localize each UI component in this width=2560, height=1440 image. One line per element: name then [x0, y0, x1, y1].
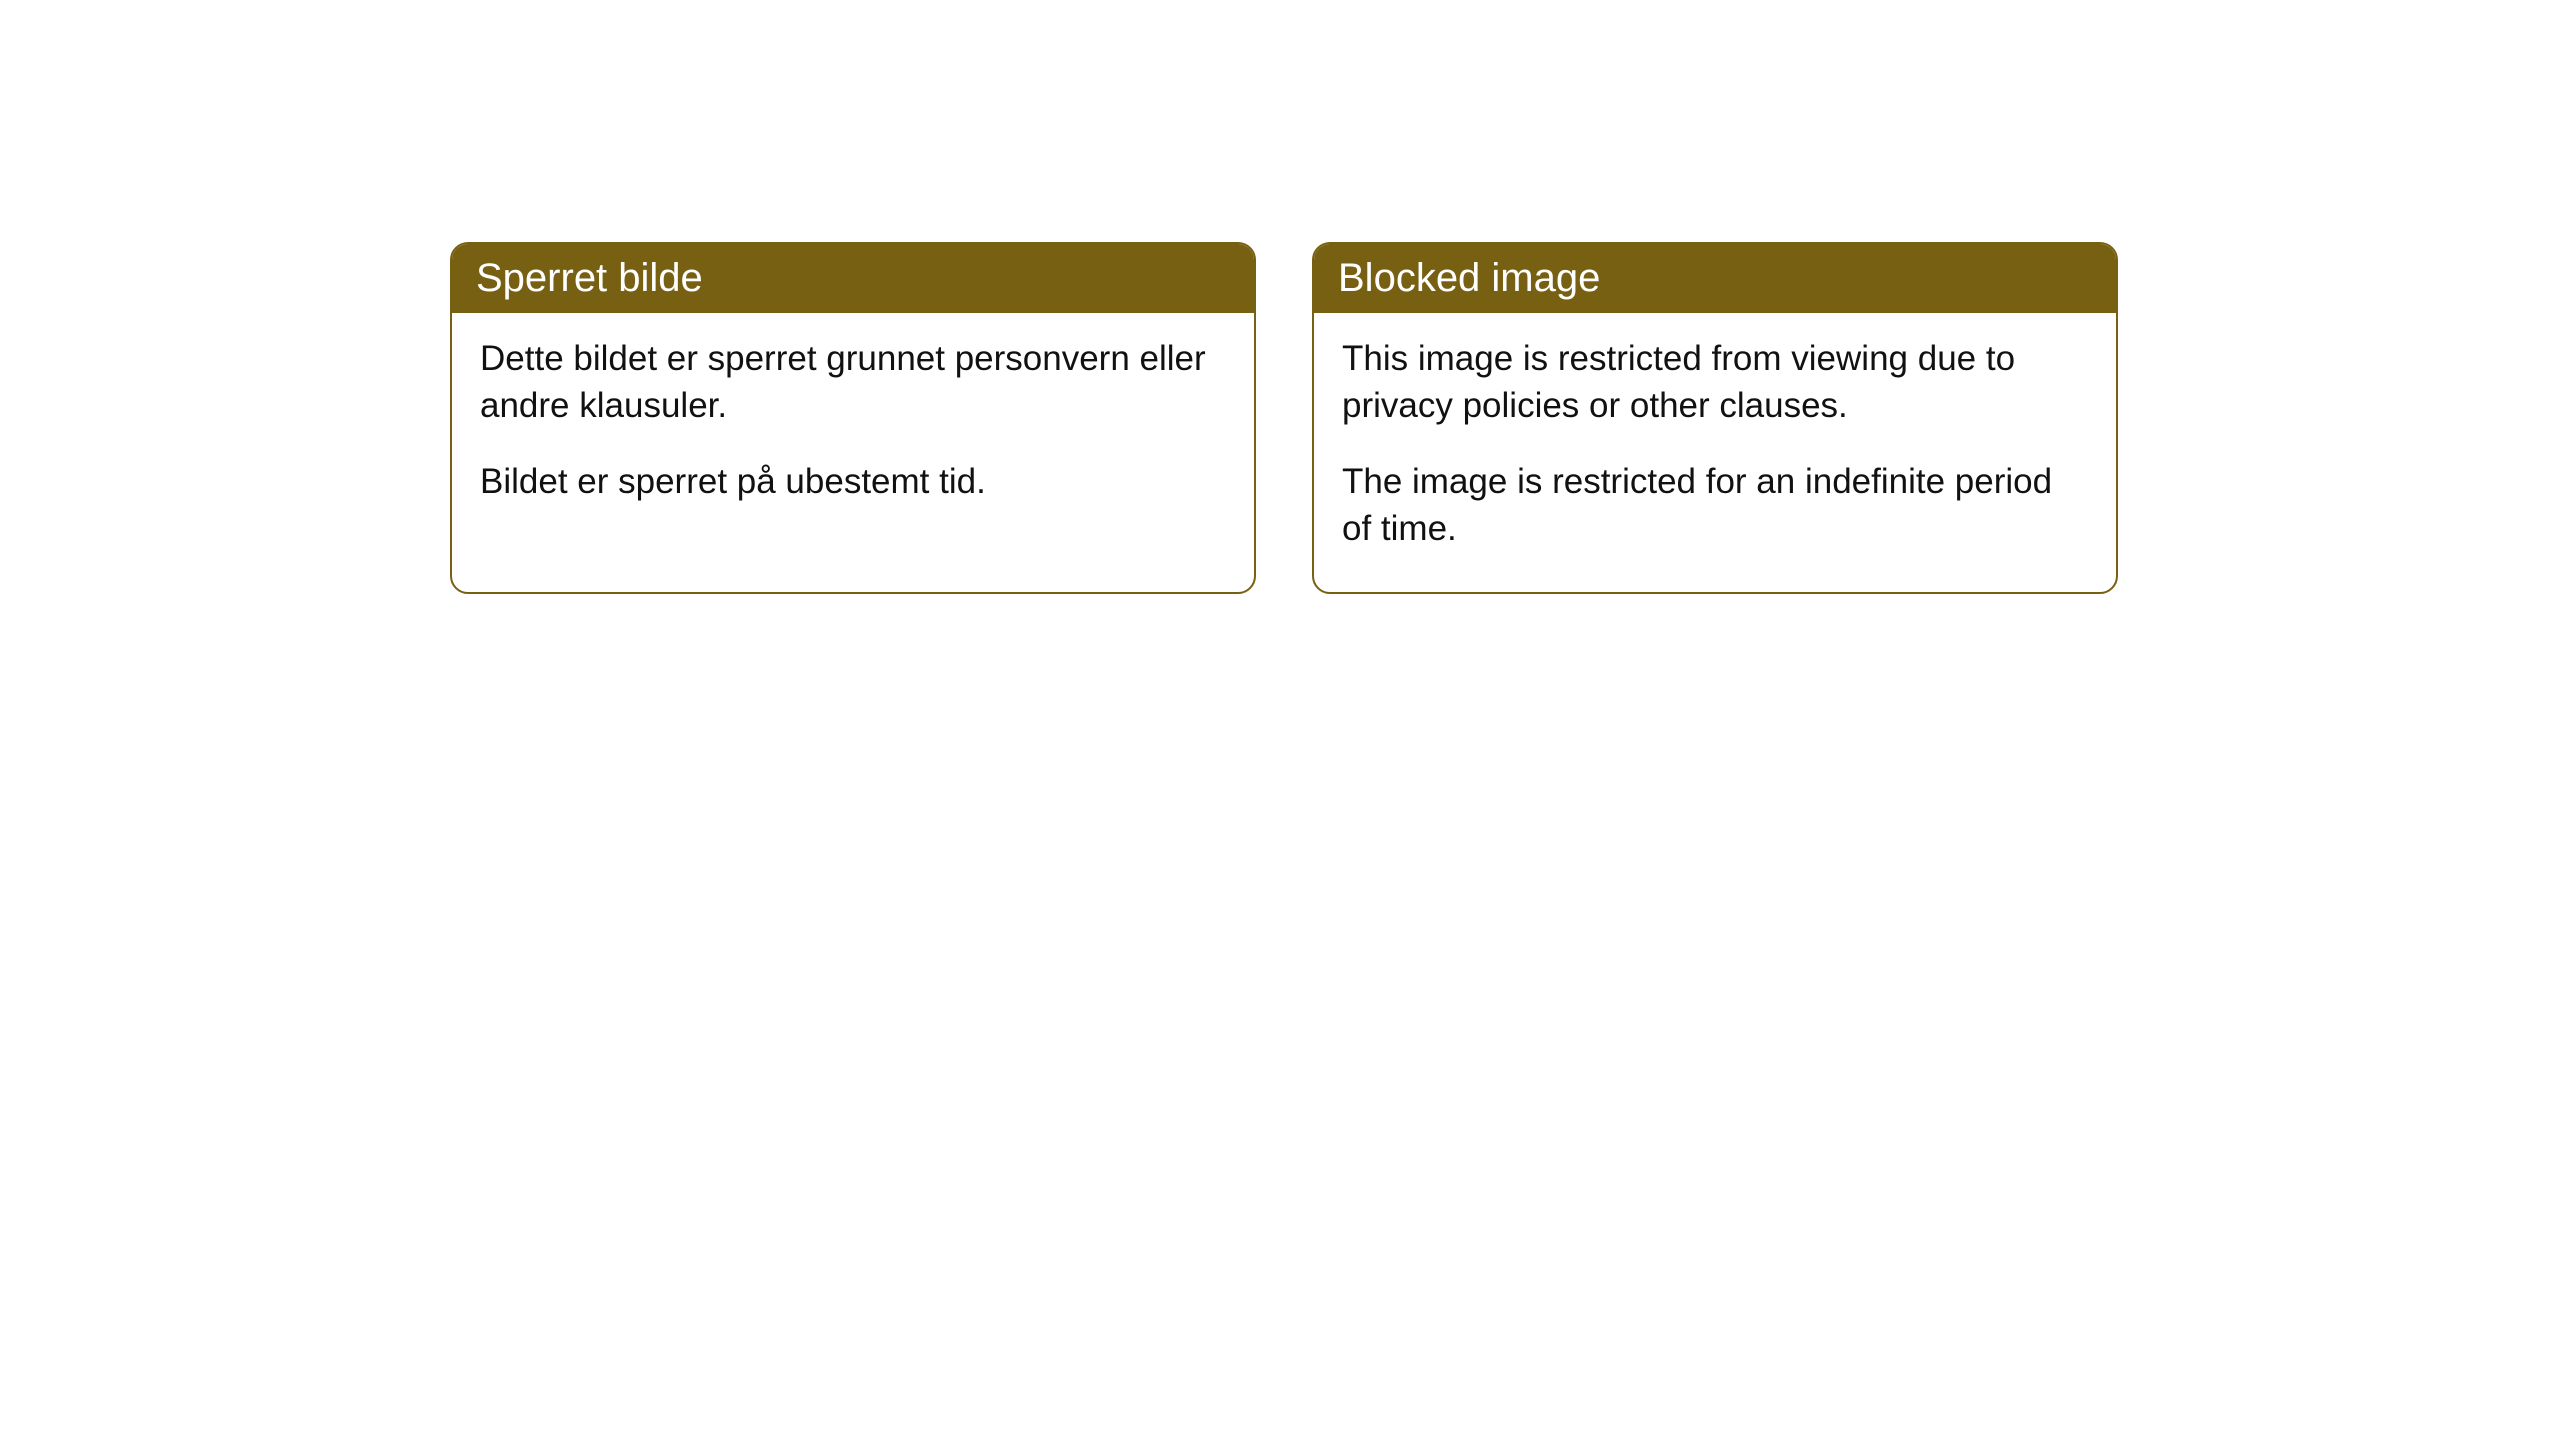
card-english: Blocked image This image is restricted f… — [1312, 242, 2118, 594]
card-body-english: This image is restricted from viewing du… — [1314, 313, 2116, 592]
cards-container: Sperret bilde Dette bildet er sperret gr… — [0, 0, 2560, 594]
card-title: Blocked image — [1338, 256, 1600, 300]
card-paragraph: The image is restricted for an indefinit… — [1342, 458, 2088, 553]
card-paragraph: This image is restricted from viewing du… — [1342, 335, 2088, 430]
card-header-norwegian: Sperret bilde — [452, 244, 1254, 313]
card-norwegian: Sperret bilde Dette bildet er sperret gr… — [450, 242, 1256, 594]
card-paragraph: Bildet er sperret på ubestemt tid. — [480, 458, 1226, 505]
card-header-english: Blocked image — [1314, 244, 2116, 313]
card-title: Sperret bilde — [476, 256, 703, 300]
card-paragraph: Dette bildet er sperret grunnet personve… — [480, 335, 1226, 430]
card-body-norwegian: Dette bildet er sperret grunnet personve… — [452, 313, 1254, 545]
